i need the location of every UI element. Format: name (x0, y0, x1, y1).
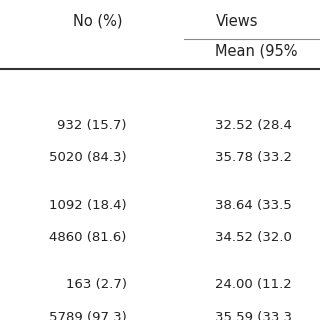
Text: Mean (95%: Mean (95% (215, 44, 298, 58)
Text: 1092 (18.4): 1092 (18.4) (49, 199, 127, 212)
Text: 24.00 (11.2: 24.00 (11.2 (215, 278, 292, 292)
Text: 5020 (84.3): 5020 (84.3) (49, 151, 127, 164)
Text: Views: Views (215, 14, 258, 29)
Text: 163 (2.7): 163 (2.7) (66, 278, 127, 292)
Text: 34.52 (32.0: 34.52 (32.0 (215, 231, 292, 244)
Text: 32.52 (28.4: 32.52 (28.4 (215, 119, 292, 132)
Text: 932 (15.7): 932 (15.7) (57, 119, 127, 132)
Text: 35.78 (33.2: 35.78 (33.2 (215, 151, 292, 164)
Text: 38.64 (33.5: 38.64 (33.5 (215, 199, 292, 212)
Text: 35.59 (33.3: 35.59 (33.3 (215, 311, 292, 320)
Text: 5789 (97.3): 5789 (97.3) (49, 311, 127, 320)
Text: No (%): No (%) (73, 14, 122, 29)
Text: 4860 (81.6): 4860 (81.6) (49, 231, 127, 244)
